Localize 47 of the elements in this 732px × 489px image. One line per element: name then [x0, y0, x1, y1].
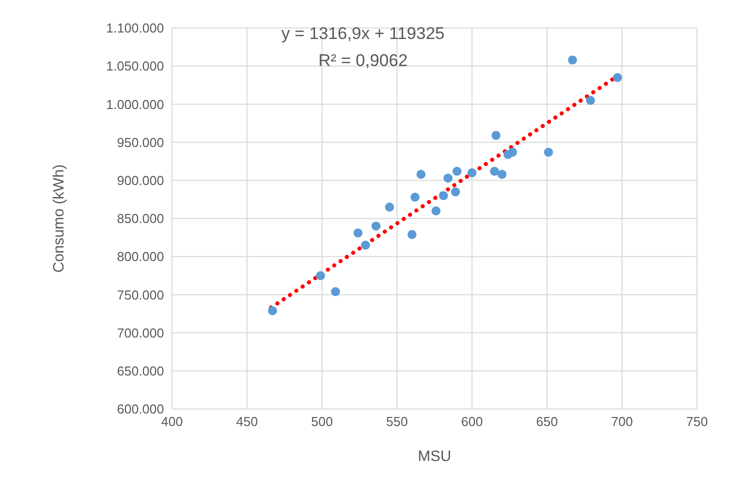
point [568, 56, 578, 65]
x-axis-title: MSU [418, 448, 452, 465]
point [508, 148, 518, 157]
x-tick-label: 600 [461, 414, 483, 430]
y-tick-label: 1.000.000 [106, 96, 164, 112]
point [612, 73, 622, 82]
point [452, 166, 462, 176]
point [438, 191, 448, 200]
y-tick-label: 850.000 [117, 211, 164, 226]
point [416, 170, 426, 179]
point [371, 222, 381, 231]
annotation: R² = 0,9062 [317, 50, 409, 72]
point [497, 170, 507, 179]
y-axis-title: Consumo (kWh) [50, 164, 68, 273]
x-tick-label: 750 [686, 414, 708, 430]
y-tick-label: 1.050.000 [106, 58, 164, 74]
y-tick-label: 700.000 [117, 325, 164, 340]
x-tick-label: 550 [386, 414, 408, 430]
point [384, 202, 394, 212]
y-tick-label: 900.000 [117, 173, 164, 188]
y-tick-label: 950.000 [117, 134, 164, 150]
x-tick-label: 400 [161, 414, 183, 430]
point [544, 148, 554, 157]
y-tick-label: 750.000 [117, 287, 164, 302]
point [586, 96, 596, 105]
x-tick-label: 500 [311, 414, 333, 430]
point [443, 174, 453, 183]
point [353, 228, 363, 238]
y-tick-label: 600.000 [117, 402, 164, 417]
y-tick-label: 1.100.000 [106, 20, 164, 36]
point [410, 192, 420, 202]
annotation: y = 1316,9x + 119325 [280, 23, 446, 45]
y-tick-label: 800.000 [117, 249, 164, 264]
point [450, 187, 460, 196]
x-tick-label: 700 [611, 414, 633, 430]
point [431, 206, 441, 216]
point [467, 168, 477, 178]
point [491, 130, 501, 140]
y-tick-label: 650.000 [117, 364, 164, 379]
x-tick-label: 450 [236, 414, 258, 430]
point [360, 240, 370, 250]
x-tick-label: 650 [536, 414, 558, 430]
point [330, 287, 340, 296]
point [490, 166, 500, 176]
point [407, 230, 417, 240]
point [316, 271, 326, 280]
point [268, 306, 278, 316]
